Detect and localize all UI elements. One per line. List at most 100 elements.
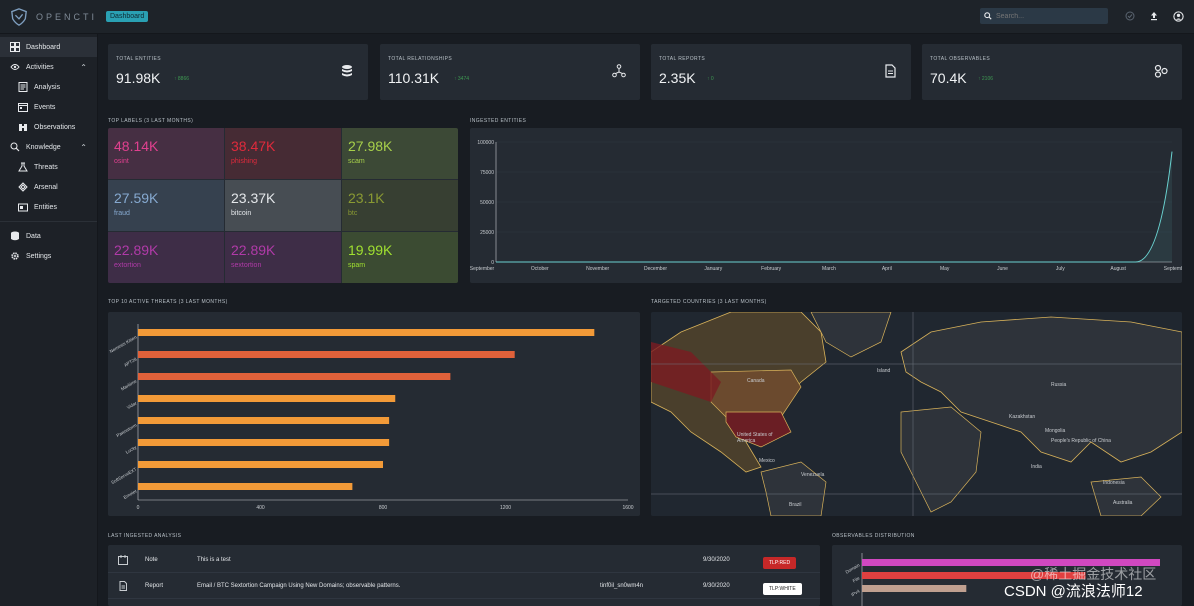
map-label: Kazakhstan <box>1009 414 1036 420</box>
ingested-entities-title: INGESTED ENTITIES <box>470 118 527 124</box>
sidebar-item-data[interactable]: Data <box>0 226 97 246</box>
sidebar-item-label: Knowledge <box>26 143 61 151</box>
label-cell-extortion[interactable]: 22.89K extortion <box>108 232 224 283</box>
label-cell-btc[interactable]: 23.1K btc <box>342 180 458 231</box>
x-tick-label: October <box>531 266 549 272</box>
sidebar-item-arsenal[interactable]: Arsenal <box>0 177 97 197</box>
stat-card-entities[interactable]: TOTAL ENTITIES 91.98K ↑ 8866 <box>108 44 368 100</box>
map-label: Mongolia <box>1045 428 1066 434</box>
bar-lucky <box>138 439 390 446</box>
report-icon <box>119 581 127 591</box>
bar-domain <box>862 559 1160 566</box>
account-icon[interactable] <box>1172 10 1184 22</box>
label-name: sextortion <box>231 262 262 269</box>
table-row[interactable]: Note This is a test 9/30/2020 TLP:RED <box>108 547 820 573</box>
chevron-up-icon[interactable]: ⌃ <box>80 142 87 152</box>
label-value: 23.37K <box>231 190 276 206</box>
label-cell-phishing[interactable]: 38.47K phishing <box>225 128 341 179</box>
bar-vidar <box>138 395 396 402</box>
x-tick-label: 0 <box>137 505 140 511</box>
stat-card-relationships[interactable]: TOTAL RELATIONSHIPS 110.31K ↑ 3474 <box>380 44 640 100</box>
label-value: 27.59K <box>114 190 159 206</box>
bar-pawnstorm <box>138 417 390 424</box>
stat-title: TOTAL RELATIONSHIPS <box>388 56 453 62</box>
map-label: United States of America <box>737 432 773 444</box>
page-chip: Dashboard <box>106 11 149 22</box>
stat-value: 70.4K <box>930 70 967 86</box>
map-label: Russia <box>1051 382 1067 388</box>
label-cell-spam[interactable]: 19.99K spam <box>342 232 458 283</box>
y-tick-label: Lucky <box>125 444 138 455</box>
world-map <box>651 312 1182 516</box>
sidebar-item-entities[interactable]: Entities <box>0 197 97 217</box>
label-name: scam <box>348 158 365 165</box>
bar-emotet <box>138 483 353 490</box>
x-tick-label: 800 <box>379 505 388 511</box>
status-check-icon[interactable] <box>1124 10 1136 22</box>
targeted-countries-map[interactable]: Canada United States of America Mexico B… <box>651 312 1182 516</box>
search-input[interactable] <box>996 12 1096 20</box>
map-label: Canada <box>747 378 765 384</box>
bar-apt28 <box>138 351 515 358</box>
logo[interactable]: OPENCTI <box>0 7 100 26</box>
y-tick-label: SoftServeEXT <box>110 466 137 485</box>
search-box <box>980 8 1108 24</box>
sidebar: Dashboard Activities ⌃ Analysis Events O… <box>0 34 98 606</box>
x-tick-label: February <box>761 266 782 272</box>
upload-icon[interactable] <box>1148 10 1160 22</box>
label-name: phishing <box>231 158 258 165</box>
x-tick-label: September <box>1164 266 1182 272</box>
label-name: btc <box>348 210 358 217</box>
bar-nemesis-kitten <box>138 329 595 336</box>
x-tick-label: March <box>822 266 836 272</box>
sidebar-item-knowledge[interactable]: Knowledge ⌃ <box>0 137 97 157</box>
last-analysis-title: LAST INGESTED ANALYSIS <box>108 533 182 539</box>
label-name: spam <box>348 262 366 269</box>
label-cell-osint[interactable]: 48.14K osint <box>108 128 224 179</box>
stat-value: 91.98K <box>116 70 161 86</box>
stat-title: TOTAL OBSERVABLES <box>930 56 991 62</box>
search-icon <box>984 12 992 20</box>
x-tick-label: November <box>586 266 609 272</box>
top-threats-widget: 0 400 800 1200 1600 Nemesis Kitten APT28 Mariti… <box>108 312 640 516</box>
sidebar-item-threats[interactable]: Threats <box>0 157 97 177</box>
label-value: 22.89K <box>231 242 276 258</box>
table-row[interactable]: Report Email / BTC Sextortion Campaign U… <box>108 573 820 599</box>
sidebar-item-analysis[interactable]: Analysis <box>0 77 97 97</box>
observables-distribution-title: OBSERVABLES DISTRIBUTION <box>832 533 915 539</box>
stat-title: TOTAL ENTITIES <box>116 56 161 62</box>
label-cell-fraud[interactable]: 27.59K fraud <box>108 180 224 231</box>
sidebar-item-label: Entities <box>34 203 57 211</box>
sidebar-item-dashboard[interactable]: Dashboard <box>0 37 97 57</box>
database-icon <box>11 231 19 241</box>
row-author: tinf0il_sn0wm4n <box>600 583 644 589</box>
targeted-countries-title: TARGETED COUNTRIES (3 LAST MONTHS) <box>651 299 767 305</box>
label-cell-bitcoin[interactable]: 23.37K bitcoin <box>225 180 341 231</box>
label-cell-scam[interactable]: 27.98K scam <box>342 128 458 179</box>
sidebar-item-label: Activities <box>26 63 54 71</box>
sidebar-item-activities[interactable]: Activities ⌃ <box>0 57 97 77</box>
row-date: 9/30/2020 <box>703 557 730 563</box>
sidebar-item-observations[interactable]: Observations <box>0 117 97 137</box>
threats-icon <box>18 162 28 172</box>
label-cell-sextortion[interactable]: 22.89K sextortion <box>225 232 341 283</box>
x-tick-label: January <box>704 266 722 272</box>
map-label: Australia <box>1113 500 1133 506</box>
row-name: This is a test <box>197 557 231 563</box>
y-tick-label: 0 <box>491 260 494 266</box>
y-tick-label: IPv4 <box>850 588 861 597</box>
sidebar-item-label: Events <box>34 103 56 111</box>
x-tick-label: May <box>940 266 950 272</box>
stat-card-observables[interactable]: TOTAL OBSERVABLES 70.4K ↑ 2106 <box>922 44 1182 100</box>
stat-card-reports[interactable]: TOTAL REPORTS 2.35K ↑ 0 <box>651 44 911 100</box>
stat-value: 2.35K <box>659 70 696 86</box>
y-tick-label: 100000 <box>477 140 494 146</box>
chevron-up-icon[interactable]: ⌃ <box>80 62 87 72</box>
stat-value: 110.31K <box>388 70 440 86</box>
sidebar-item-events[interactable]: Events <box>0 97 97 117</box>
x-tick-label: July <box>1056 266 1065 272</box>
sidebar-item-settings[interactable]: Settings <box>0 246 97 266</box>
stat-delta: ↑ 0 <box>707 76 714 82</box>
x-tick-label: August <box>1110 266 1126 272</box>
